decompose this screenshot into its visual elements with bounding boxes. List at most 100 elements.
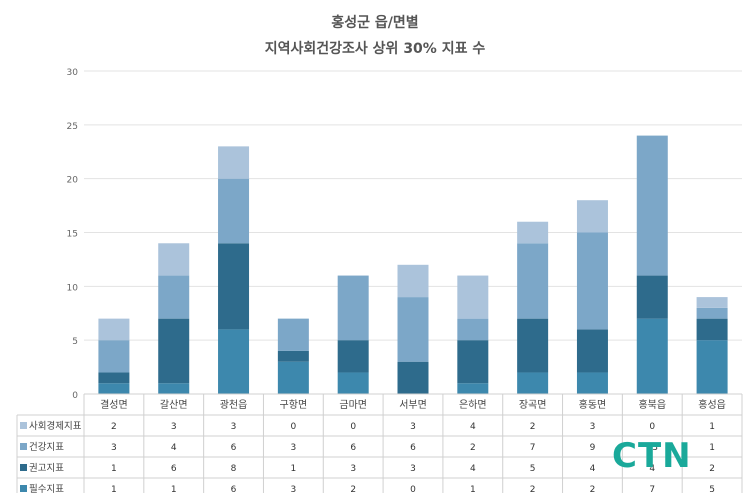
data-label: 4: [590, 464, 596, 474]
data-label: 6: [350, 443, 356, 453]
x-tick-label: 장곡면: [519, 399, 547, 411]
data-label: 3: [590, 422, 596, 432]
data-label: 4: [171, 443, 177, 453]
data-label: 8: [231, 464, 237, 474]
ctn-logo: CTN: [612, 436, 692, 476]
bar-segment: [517, 221, 549, 244]
data-label: 0: [350, 422, 356, 432]
bar-segment: [397, 264, 429, 298]
bar-segment: [158, 243, 190, 276]
data-label: 3: [410, 464, 416, 474]
data-label: 6: [171, 464, 177, 474]
data-label: 1: [709, 422, 715, 432]
chart-title: 홍성군 읍/면별 지역사회건강조사 상위 30% 지표 수: [0, 10, 750, 62]
bar-segment: [696, 307, 728, 319]
data-label: 4: [649, 464, 655, 474]
bar-segment: [277, 318, 309, 351]
x-tick-label: 홍북읍: [638, 398, 666, 411]
bar-segment: [218, 178, 250, 244]
bar-segment: [457, 383, 489, 394]
bar-segment: [576, 329, 608, 373]
data-label: 2: [590, 485, 596, 493]
data-label: 3: [290, 485, 296, 493]
bar-segment: [517, 372, 549, 394]
bar-segment: [337, 372, 369, 394]
data-label: 0: [649, 422, 655, 432]
data-label: 7: [530, 443, 536, 453]
bar-segment: [277, 361, 309, 394]
chart-title-line2: 지역사회건강조사 상위 30% 지표 수: [264, 41, 486, 57]
data-label: 13: [647, 443, 658, 453]
legend-label: 건강지표: [29, 442, 64, 453]
x-tick-label: 은하면: [459, 398, 487, 411]
data-label: 2: [350, 485, 356, 493]
data-label: 1: [111, 464, 117, 474]
legend-label: 필수지표: [29, 483, 64, 493]
data-label: 1: [111, 485, 117, 493]
bar-segment: [517, 243, 549, 319]
data-label: 9: [590, 443, 596, 453]
bar-segment: [576, 200, 608, 233]
bar-segment: [636, 135, 668, 276]
legend-label: 권고지표: [29, 462, 64, 474]
x-tick-label: 갈산면: [160, 398, 188, 411]
bar-segment: [337, 275, 369, 341]
data-label: 1: [470, 485, 476, 493]
data-label: 3: [410, 422, 416, 432]
data-label: 3: [111, 443, 117, 453]
y-tick-label: 5: [72, 337, 78, 347]
bar-segment: [98, 318, 130, 341]
x-tick-label: 구항면: [280, 399, 308, 411]
bar-segment: [696, 297, 728, 308]
x-tick-label: 홍성읍: [698, 398, 726, 411]
bar-segment: [218, 243, 250, 330]
y-tick-label: 15: [67, 230, 78, 240]
y-tick-label: 30: [67, 68, 79, 78]
bar-segment: [98, 372, 130, 384]
data-label: 2: [111, 422, 117, 432]
bar-segment: [696, 318, 728, 341]
bar-segment: [158, 318, 190, 384]
bar-segment: [576, 372, 608, 394]
data-label: 1: [290, 464, 296, 474]
data-label: 4: [470, 464, 476, 474]
bar-segment: [277, 350, 309, 362]
data-label: 3: [290, 443, 296, 453]
data-label: 6: [231, 485, 237, 493]
legend-label: 사회경제지표: [29, 420, 82, 432]
bar-segment: [517, 318, 549, 373]
data-label: 7: [649, 485, 655, 493]
bar-segment: [98, 383, 130, 394]
y-tick-label: 0: [72, 391, 78, 401]
bar-segment: [457, 318, 489, 341]
bar-segment: [158, 383, 190, 394]
data-label: 5: [530, 464, 536, 474]
data-label: 3: [231, 422, 237, 432]
x-tick-label: 광천읍: [220, 399, 248, 411]
data-label: 1: [709, 443, 715, 453]
legend-swatch: [20, 485, 27, 492]
data-label: 2: [530, 422, 536, 432]
x-tick-label: 결성면: [100, 399, 128, 411]
bar-segment: [696, 340, 728, 394]
bar-segment: [576, 232, 608, 330]
x-tick-label: 홍동면: [579, 398, 607, 411]
data-label: 2: [530, 485, 536, 493]
bar-segment: [397, 297, 429, 362]
data-label: 4: [470, 422, 476, 432]
legend-swatch: [20, 422, 27, 429]
bar-segment: [636, 318, 668, 394]
x-tick-label: 서부면: [399, 399, 427, 411]
bar-segment: [337, 340, 369, 373]
y-tick-label: 10: [67, 283, 79, 293]
bar-segment: [218, 146, 250, 179]
y-tick-label: 20: [67, 176, 79, 186]
data-label: 3: [350, 464, 356, 474]
data-label: 6: [410, 443, 416, 453]
data-label: 2: [470, 443, 476, 453]
bar-segment: [397, 361, 429, 394]
bar-segment: [457, 275, 489, 319]
data-label: 6: [231, 443, 237, 453]
bar-segment: [457, 340, 489, 384]
